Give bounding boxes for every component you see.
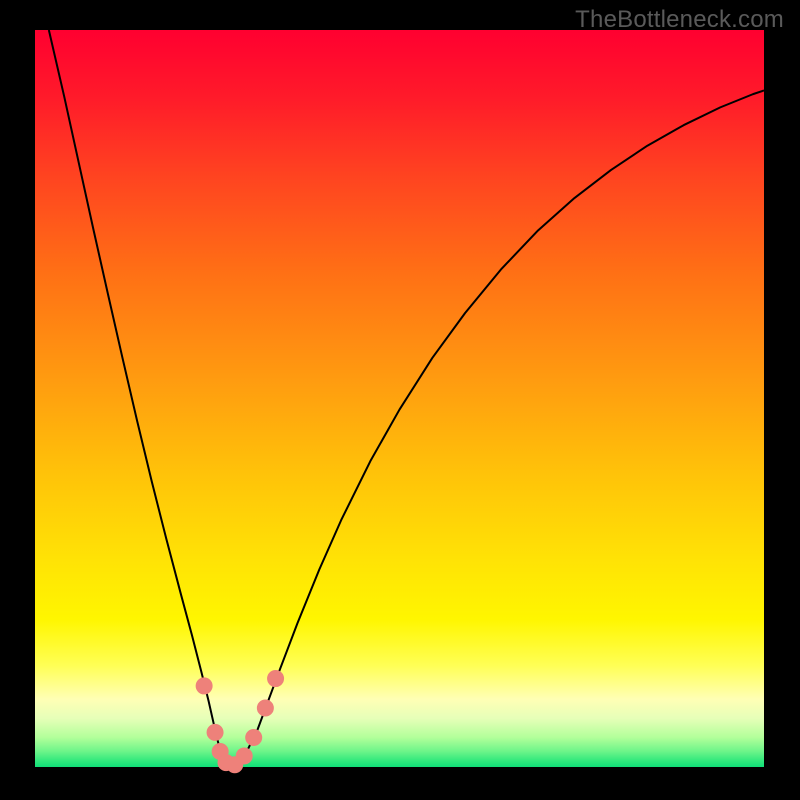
curve-marker (207, 724, 223, 740)
curve-marker (236, 748, 252, 764)
curve-marker (257, 700, 273, 716)
bottleneck-curve (49, 30, 764, 766)
watermark-text: TheBottleneck.com (575, 6, 784, 34)
curve-marker (268, 671, 284, 687)
curve-marker (196, 678, 212, 694)
curve-marker (246, 730, 262, 746)
chart-overlay (0, 0, 800, 800)
